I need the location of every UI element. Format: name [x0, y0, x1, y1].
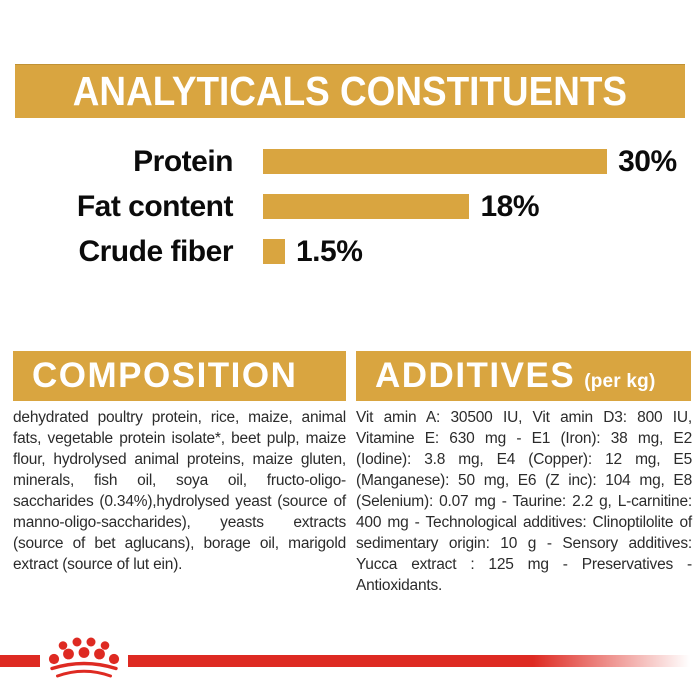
additives-title: ADDITIVES: [375, 356, 576, 395]
chart-row-value: 30%: [618, 144, 677, 178]
chart-row-label: Fat content: [76, 189, 234, 223]
fat-content-bar: [263, 194, 470, 219]
additives-header: ADDITIVES (per kg): [356, 351, 691, 401]
chart-row-value: 1.5%: [296, 234, 363, 268]
constituents-chart: Protein 30% Fat content 18% Crude fiber …: [0, 139, 700, 274]
composition-text: dehydrated poultry protein, rice, maize,…: [13, 409, 346, 573]
chart-row-label: Protein: [133, 144, 233, 178]
protein-bar: [263, 149, 608, 174]
chart-row: Crude fiber 1.5%: [0, 229, 700, 274]
additives-per-kg-label: (per kg): [584, 371, 656, 392]
analyticals-banner: ANALYTICALS CONSTITUENTS: [15, 64, 685, 118]
chart-row-value: 18%: [480, 189, 539, 223]
chart-row: Protein 30%: [0, 139, 700, 184]
additives-text: Vit amin A: 30500 IU, Vit amin D3: 800 I…: [356, 409, 692, 594]
royal-canin-crown-paw-logo-icon: [48, 637, 120, 678]
red-band-right: [128, 655, 690, 667]
composition-header: COMPOSITION: [13, 351, 346, 401]
banner-title: ANALYTICALS CONSTITUENTS: [72, 67, 628, 114]
red-band-left: [0, 655, 40, 667]
composition-title: COMPOSITION: [32, 356, 298, 395]
chart-row-label: Crude fiber: [78, 234, 233, 268]
chart-row: Fat content 18%: [0, 184, 700, 229]
crude-fiber-bar: [263, 239, 285, 264]
